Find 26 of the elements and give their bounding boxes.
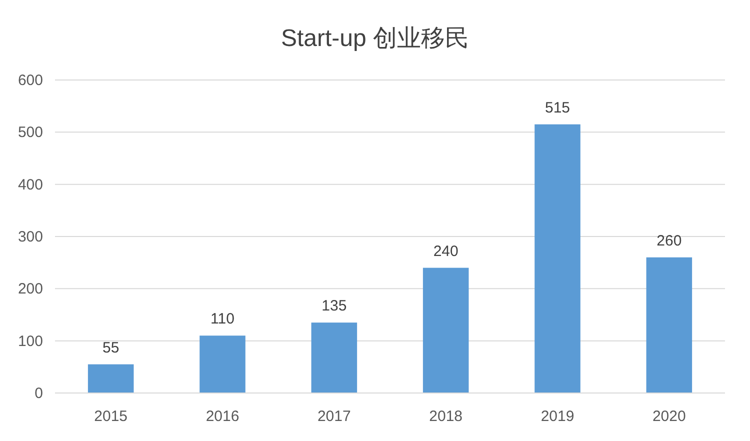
y-tick-label: 600	[18, 72, 43, 89]
data-label: 240	[433, 242, 458, 260]
y-tick-label: 100	[18, 332, 43, 350]
chart-title: Start-up 创业移民	[280, 25, 470, 52]
data-label: 260	[656, 232, 682, 250]
y-tick-label: 0	[34, 385, 43, 402]
data-label: 135	[322, 298, 347, 315]
x-tick-label: 2015	[94, 408, 128, 425]
data-label: 110	[210, 310, 234, 328]
y-tick-label: 400	[18, 176, 43, 194]
x-tick-label: 2020	[652, 408, 686, 425]
x-tick-label: 2019	[540, 408, 574, 425]
bar	[200, 336, 246, 393]
bar	[534, 124, 580, 393]
y-tick-label: 200	[18, 280, 43, 298]
x-tick-label: 2017	[317, 408, 351, 425]
data-label: 515	[544, 99, 570, 116]
bar	[88, 364, 134, 393]
data-label: 55	[102, 339, 120, 356]
x-tick-label: 2016	[206, 408, 240, 425]
bar	[646, 257, 692, 393]
x-tick-label: 2018	[429, 408, 463, 425]
bar	[422, 268, 469, 393]
y-tick-label: 300	[18, 228, 43, 246]
y-tick-label: 500	[18, 124, 43, 142]
bar	[311, 322, 358, 393]
